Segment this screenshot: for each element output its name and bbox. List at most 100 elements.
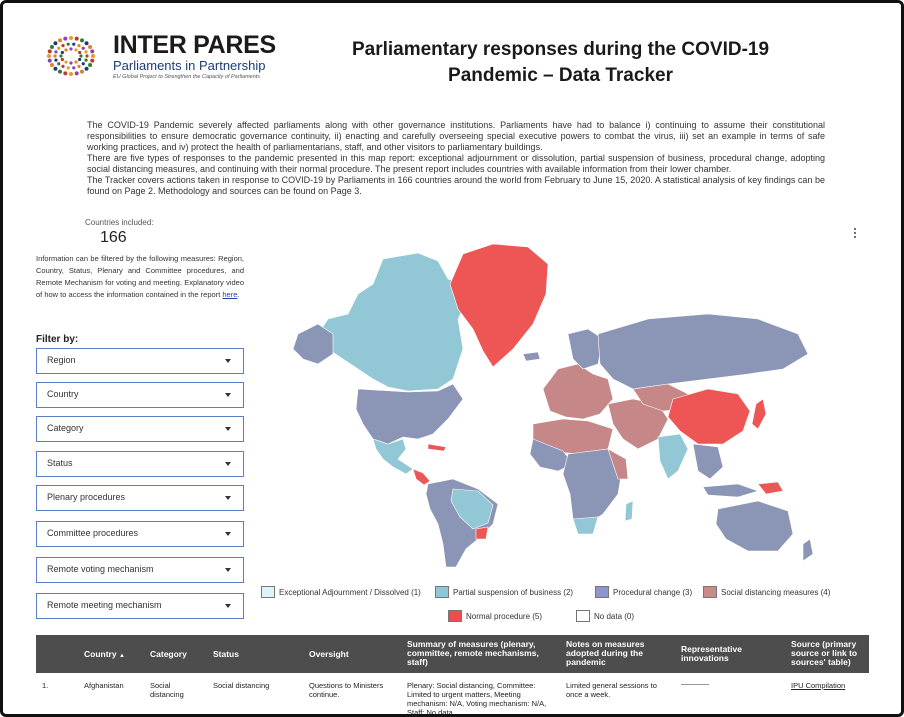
legend-swatch — [595, 586, 609, 598]
filter-info: Information can be filtered by the follo… — [36, 253, 244, 301]
logo-dot — [57, 62, 61, 66]
filter-status-dropdown[interactable]: Status — [36, 451, 244, 477]
map-region-australia[interactable] — [715, 500, 794, 552]
map-region-mexico[interactable] — [372, 438, 414, 475]
row-category: Social distancing — [150, 681, 184, 699]
logo-subtitle: Parliaments in Partnership — [113, 58, 266, 73]
page-title-line-1: Parliamentary responses during the COVID… — [351, 39, 770, 60]
filter-label: Remote voting mechanism — [47, 564, 154, 574]
map-region-new-zealand[interactable] — [802, 538, 814, 562]
filter-committee-dropdown[interactable]: Committee procedures — [36, 521, 244, 547]
map-region-canada[interactable] — [317, 252, 469, 392]
map-region-china[interactable] — [667, 388, 751, 445]
logo-dot — [80, 38, 84, 43]
filter-region-dropdown[interactable]: Region — [36, 348, 244, 374]
map-region-scandinavia[interactable] — [567, 328, 604, 370]
map-region-brazil[interactable] — [450, 488, 494, 530]
filter-label: Status — [47, 458, 73, 468]
logo-dot — [69, 36, 73, 40]
chevron-down-icon — [225, 532, 231, 536]
filter-country-dropdown[interactable]: Country — [36, 382, 244, 408]
map-region-southern-africa[interactable] — [572, 516, 599, 535]
filter-info-period: . — [237, 290, 240, 299]
column-header-country[interactable]: Country ▲ — [84, 650, 125, 661]
logo-dot — [88, 45, 93, 49]
column-header-notes[interactable]: Notes on measures adopted during the pan… — [566, 639, 645, 667]
filter-label: Committee procedures — [47, 528, 139, 538]
map-region-europe[interactable] — [542, 363, 614, 420]
logo-dot — [53, 41, 58, 46]
logo-dot — [78, 50, 82, 55]
map-region-madagascar[interactable] — [624, 500, 634, 522]
map-region-southeast-asia[interactable] — [692, 443, 724, 480]
more-options-icon[interactable] — [851, 228, 859, 240]
logo-dot — [81, 62, 85, 66]
legend-swatch — [703, 586, 717, 598]
legend-swatch — [448, 610, 462, 622]
legend-procedural-change[interactable]: Procedural change (3) — [595, 586, 692, 598]
countries-included-label: Countries included: — [85, 218, 154, 227]
map-region-india[interactable] — [657, 433, 689, 480]
legend-label: Normal procedure (5) — [466, 611, 543, 621]
filter-remote-voting-dropdown[interactable]: Remote voting mechanism — [36, 557, 244, 583]
map-region-west-africa[interactable] — [529, 438, 574, 472]
legend-normal-procedure[interactable]: Normal procedure (5) — [448, 610, 542, 622]
video-link[interactable]: here — [222, 290, 238, 299]
logo-ring-icon — [47, 36, 95, 76]
filter-label: Remote meeting mechanism — [47, 600, 162, 610]
logo-dot — [59, 54, 63, 58]
legend-adjournment[interactable]: Exceptional Adjournment / Dissolved (1) — [261, 586, 421, 598]
filter-label: Region — [47, 355, 76, 365]
table-row — [36, 673, 869, 714]
map-region-uruguay[interactable] — [475, 526, 489, 540]
map-region-east-africa[interactable] — [607, 448, 629, 480]
logo-dot — [90, 58, 95, 63]
logo-dot — [53, 54, 57, 58]
filter-plenary-dropdown[interactable]: Plenary procedures — [36, 485, 244, 511]
map-region-russia[interactable] — [597, 313, 809, 390]
logo-dot — [61, 44, 65, 48]
logo-dot — [69, 61, 73, 65]
filter-remote-meeting-dropdown[interactable]: Remote meeting mechanism — [36, 593, 244, 619]
column-header-status[interactable]: Status — [213, 649, 239, 659]
map-region-usa[interactable] — [355, 383, 464, 445]
logo-dot — [84, 50, 88, 54]
logo-dot — [57, 46, 61, 50]
column-header-summary[interactable]: Summary of measures (plenary, committee,… — [407, 639, 539, 667]
inter-pares-logo: INTER PARES Parliaments in Partnership E… — [41, 31, 276, 81]
filter-info-text: Information can be filtered by the follo… — [36, 254, 244, 287]
filter-category-dropdown[interactable]: Category — [36, 416, 244, 442]
map-region-central-america[interactable] — [412, 468, 431, 486]
sort-ascending-icon[interactable]: ▲ — [118, 653, 125, 659]
column-header-source[interactable]: Source (primary source or link to source… — [791, 639, 858, 667]
map-region-iceland[interactable] — [522, 351, 541, 362]
column-header-innovations[interactable]: Representative innovations — [681, 644, 742, 663]
logo-dot — [77, 44, 81, 48]
legend-social-distancing[interactable]: Social distancing measures (4) — [703, 586, 830, 598]
map-region-greenland[interactable] — [449, 243, 549, 368]
logo-dot — [72, 66, 76, 70]
map-region-indonesia[interactable] — [702, 483, 759, 498]
logo-title: INTER PARES — [113, 31, 276, 59]
map-region-japan[interactable] — [751, 398, 767, 430]
row-source: IPU Compilation — [791, 681, 845, 690]
legend-partial-suspension[interactable]: Partial suspension of business (2) — [435, 586, 573, 598]
column-header-oversight[interactable]: Oversight — [309, 649, 349, 659]
legend-swatch — [435, 586, 449, 598]
column-header-category[interactable]: Category — [150, 649, 187, 659]
source-link[interactable]: IPU Compilation — [791, 681, 846, 690]
chevron-down-icon — [225, 393, 231, 397]
logo-dot — [49, 63, 54, 67]
logo-dot — [79, 54, 83, 58]
world-map[interactable] — [288, 239, 828, 569]
chevron-down-icon — [225, 462, 231, 466]
filter-label: Plenary procedures — [47, 492, 126, 502]
map-region-alaska[interactable] — [292, 323, 334, 365]
logo-dot — [69, 47, 73, 51]
map-region-papua[interactable] — [757, 481, 784, 495]
logo-dot — [74, 36, 79, 41]
intro-text: The COVID-19 Pandemic severely affected … — [87, 120, 825, 197]
legend-no-data[interactable]: No data (0) — [576, 610, 634, 622]
map-region-caribbean[interactable] — [427, 443, 447, 452]
logo-dot — [58, 69, 62, 74]
